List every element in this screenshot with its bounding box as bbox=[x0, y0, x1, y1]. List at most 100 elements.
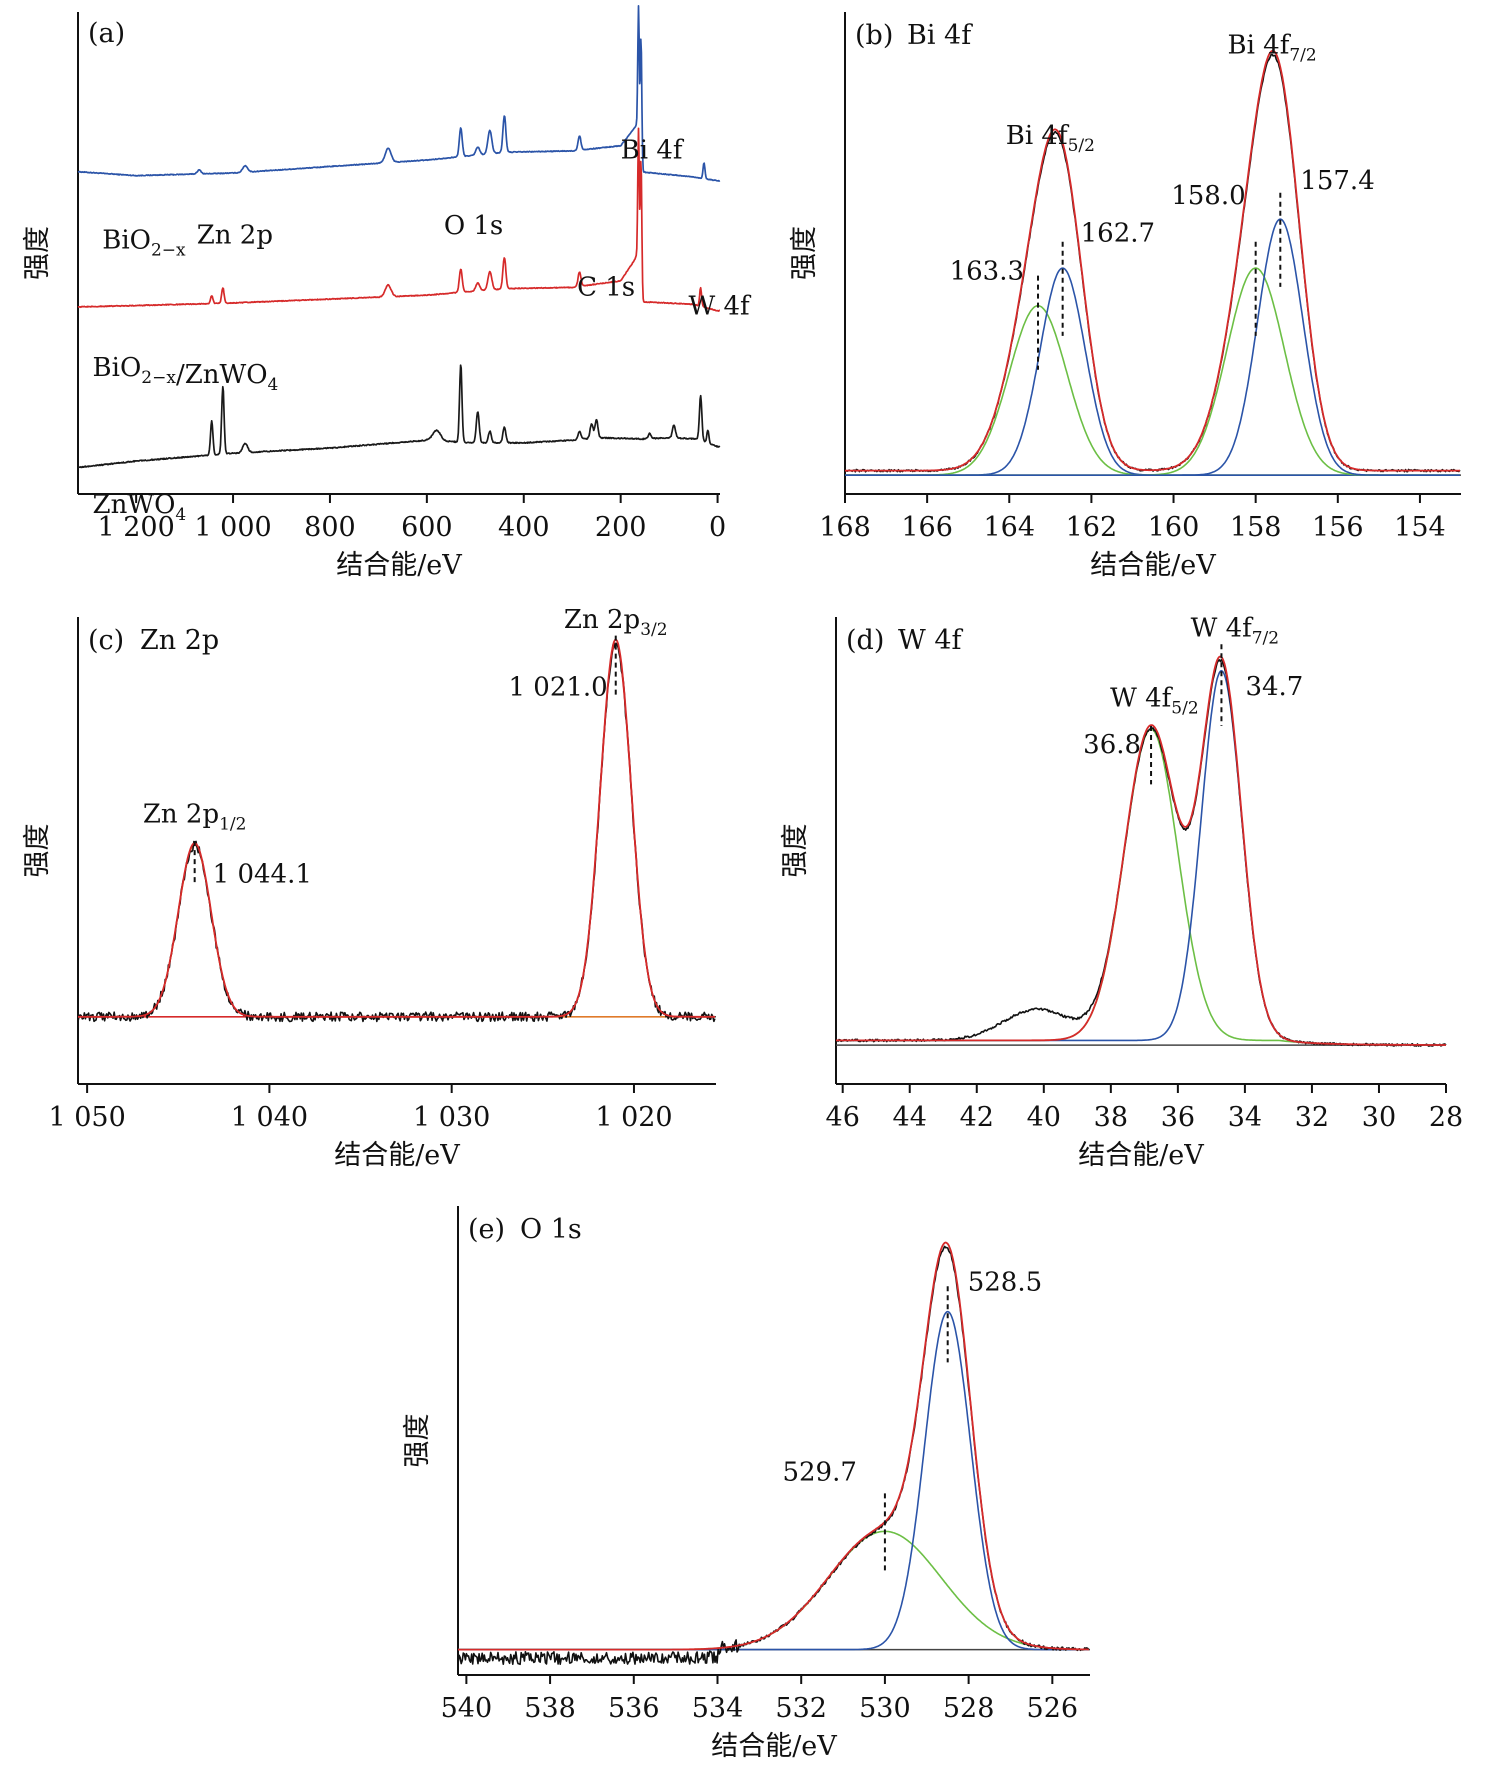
x-tick-label: 1 040 bbox=[231, 1102, 308, 1133]
raw-data-line bbox=[457, 1245, 1090, 1666]
x-tick-label: 538 bbox=[524, 1693, 576, 1724]
x-tick-label: 168 bbox=[819, 512, 871, 543]
x-tick-label: 1 020 bbox=[595, 1102, 672, 1133]
component-line bbox=[845, 218, 1460, 476]
x-tick-label: 156 bbox=[1312, 512, 1364, 543]
label-part: 3/2 bbox=[640, 620, 667, 640]
label-part: 2−x bbox=[151, 240, 186, 260]
x-axis-label: 结合能/eV bbox=[1078, 1140, 1204, 1171]
peak-name-label: W 4f7/2 bbox=[1191, 613, 1280, 648]
x-axis-label: 结合能/eV bbox=[1090, 550, 1216, 581]
panel-label: (e) bbox=[468, 1214, 505, 1245]
panel-title: Zn 2p bbox=[140, 625, 219, 656]
label-part: W 4f bbox=[1110, 684, 1174, 714]
x-tick-label: 164 bbox=[983, 512, 1035, 543]
annotation-label: Bi 4f bbox=[621, 135, 685, 165]
x-tick-label: 38 bbox=[1094, 1102, 1128, 1133]
x-tick-label: 1 050 bbox=[48, 1102, 125, 1133]
y-axis-label: 强度 bbox=[780, 824, 811, 878]
x-tick-label: 540 bbox=[441, 1693, 493, 1724]
series-line bbox=[77, 5, 721, 182]
peak-value-label: 157.4 bbox=[1300, 166, 1374, 196]
x-tick-label: 154 bbox=[1394, 512, 1446, 543]
label-part: Bi 4f bbox=[1227, 30, 1291, 60]
envelope-fit-line bbox=[458, 1241, 1089, 1651]
x-tick-label: 1 200 bbox=[97, 512, 174, 543]
label-part: Zn 2p bbox=[564, 605, 640, 635]
x-tick-label: 600 bbox=[401, 512, 453, 543]
x-tick-label: 34 bbox=[1228, 1102, 1262, 1133]
annotation-label: W 4f bbox=[689, 291, 753, 321]
panel-label: (b) bbox=[855, 20, 893, 51]
x-tick-label: 400 bbox=[498, 512, 550, 543]
annotation-label: Zn 2p bbox=[197, 221, 273, 251]
x-tick-label: 0 bbox=[709, 512, 726, 543]
annotation-label: BiO2−x bbox=[102, 225, 186, 260]
x-tick-label: 526 bbox=[1027, 1693, 1079, 1724]
peak-value-label: 529.7 bbox=[782, 1458, 856, 1488]
x-axis-label: 结合能/eV bbox=[711, 1731, 837, 1762]
x-tick-label: 40 bbox=[1027, 1102, 1061, 1133]
peak-value-label: 1 044.1 bbox=[213, 859, 312, 889]
x-tick-label: 534 bbox=[692, 1693, 744, 1724]
label-part: 2−x bbox=[141, 368, 176, 388]
panel-title: Bi 4f bbox=[907, 20, 973, 51]
y-axis-label: 强度 bbox=[22, 824, 53, 878]
annotation-label: O 1s bbox=[444, 211, 503, 241]
x-tick-label: 162 bbox=[1066, 512, 1118, 543]
component-line bbox=[845, 304, 1460, 476]
label-part: Bi 4f bbox=[621, 135, 685, 165]
component-line bbox=[836, 728, 1446, 1046]
annotation-label: ZnWO4 bbox=[93, 490, 187, 525]
x-tick-label: 46 bbox=[826, 1102, 860, 1133]
x-tick-label: 530 bbox=[859, 1693, 911, 1724]
component-line bbox=[845, 267, 1460, 476]
x-tick-label: 536 bbox=[608, 1693, 660, 1724]
envelope-fit-line bbox=[845, 49, 1460, 472]
label-part: 1/2 bbox=[219, 814, 246, 834]
peak-value-label: 36.8 bbox=[1083, 730, 1141, 760]
label-part: O 1s bbox=[444, 211, 503, 241]
label-part: Bi 4f bbox=[1006, 121, 1070, 151]
y-axis-label: 强度 bbox=[402, 1414, 433, 1468]
x-tick-label: 1 000 bbox=[194, 512, 271, 543]
panel-a: 1 200 1 000 800 600 400 200 0结合能/eV强度(a)BiO2−x… bbox=[22, 5, 753, 581]
label-part: 5/2 bbox=[1171, 699, 1198, 719]
x-tick-label: 30 bbox=[1362, 1102, 1396, 1133]
y-axis-label: 强度 bbox=[22, 226, 53, 280]
label-part: Zn 2p bbox=[197, 221, 273, 251]
x-tick-label: 32 bbox=[1295, 1102, 1329, 1133]
component-line bbox=[458, 1310, 1089, 1651]
component-line bbox=[845, 267, 1460, 476]
raw-data-line bbox=[77, 641, 716, 1023]
envelope-fit-line bbox=[836, 655, 1446, 1046]
series-line bbox=[77, 127, 721, 312]
panel-title: O 1s bbox=[520, 1214, 582, 1245]
label-part: BiO bbox=[102, 225, 151, 255]
label-part: W 4f bbox=[1191, 613, 1255, 643]
peak-name-label: W 4f5/2 bbox=[1110, 684, 1199, 719]
x-tick-label: 528 bbox=[943, 1693, 995, 1724]
peak-name-label: Bi 4f5/2 bbox=[1006, 121, 1095, 156]
x-tick-label: 800 bbox=[304, 512, 356, 543]
x-axis-label: 结合能/eV bbox=[336, 550, 462, 581]
label-part: 5/2 bbox=[1068, 136, 1095, 156]
label-part: BiO bbox=[93, 353, 142, 383]
x-tick-label: 36 bbox=[1161, 1102, 1195, 1133]
peak-value-label: 162.7 bbox=[1081, 219, 1155, 249]
peak-name-label: Zn 2p3/2 bbox=[564, 605, 668, 640]
peak-value-label: 1 021.0 bbox=[508, 672, 607, 702]
component-line bbox=[78, 642, 715, 1018]
x-tick-label: 44 bbox=[893, 1102, 927, 1133]
panel-b: 168 166 164 162 160 158 156 154 结合能/eV 强度 (b) Bi 4f… bbox=[789, 12, 1461, 581]
raw-data-line bbox=[835, 659, 1447, 1047]
label-part: 4 bbox=[268, 375, 279, 395]
x-tick-label: 1 030 bbox=[413, 1102, 490, 1133]
annotation-label: C 1s bbox=[577, 273, 635, 303]
envelope-fit-line bbox=[78, 638, 715, 1018]
peak-value-label: 163.3 bbox=[950, 256, 1024, 286]
peak-value-label: 528.5 bbox=[968, 1268, 1042, 1298]
panel-e: 540 538 536 534 532 530 528 526 结合能/eV 强度 (e) O 1s 5… bbox=[402, 1206, 1090, 1762]
y-axis-label: 强度 bbox=[789, 226, 820, 280]
